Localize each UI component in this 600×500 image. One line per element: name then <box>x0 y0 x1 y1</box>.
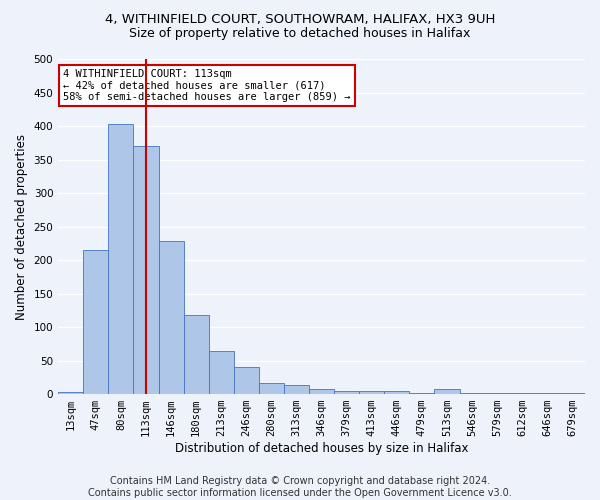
Text: Contains HM Land Registry data © Crown copyright and database right 2024.
Contai: Contains HM Land Registry data © Crown c… <box>88 476 512 498</box>
Text: Size of property relative to detached houses in Halifax: Size of property relative to detached ho… <box>130 28 470 40</box>
Bar <box>158 242 184 394</box>
X-axis label: Distribution of detached houses by size in Halifax: Distribution of detached houses by size … <box>175 442 469 455</box>
Bar <box>259 382 284 394</box>
Bar <box>359 390 385 394</box>
Text: 4, WITHINFIELD COURT, SOUTHOWRAM, HALIFAX, HX3 9UH: 4, WITHINFIELD COURT, SOUTHOWRAM, HALIFA… <box>105 12 495 26</box>
Bar <box>109 124 133 394</box>
Bar <box>284 386 309 394</box>
Bar <box>434 388 460 394</box>
Bar <box>133 146 158 394</box>
Text: 4 WITHINFIELD COURT: 113sqm
← 42% of detached houses are smaller (617)
58% of se: 4 WITHINFIELD COURT: 113sqm ← 42% of det… <box>64 69 351 102</box>
Bar <box>334 390 359 394</box>
Bar <box>385 390 409 394</box>
Y-axis label: Number of detached properties: Number of detached properties <box>15 134 28 320</box>
Bar <box>309 390 334 394</box>
Bar <box>184 315 209 394</box>
Bar <box>209 350 234 394</box>
Bar <box>560 392 585 394</box>
Bar <box>234 368 259 394</box>
Bar <box>58 392 83 394</box>
Bar <box>83 250 109 394</box>
